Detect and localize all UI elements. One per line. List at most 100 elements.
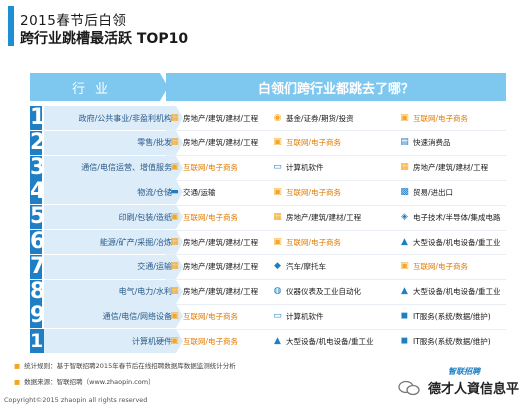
destination-1: ▦ 房地产/建筑/建材/工程 bbox=[170, 230, 258, 254]
destination-label: 房地产/建筑/建材/工程 bbox=[183, 262, 259, 272]
it-icon: ◼ bbox=[400, 335, 409, 346]
page-title-line2: 跨行业跳槽最活跃 TOP10 bbox=[20, 31, 189, 47]
row-arrow bbox=[176, 279, 183, 304]
industry-label: 物流/仓储 bbox=[44, 180, 176, 205]
destination-label: 房地产/建筑/建材/工程 bbox=[183, 113, 259, 123]
internet-icon: ▣ bbox=[273, 137, 282, 148]
page-title-line1: 2015春节后白领 bbox=[20, 13, 127, 29]
destination-label: 大型设备/机电设备/重工业 bbox=[413, 287, 501, 297]
copyright-text: Copyright©2015 zhaopin all rights reserv… bbox=[4, 396, 148, 404]
row-arrow bbox=[176, 205, 183, 230]
destination-1: ▣ 互联网/电子商务 bbox=[170, 156, 238, 180]
row-separator bbox=[166, 179, 506, 181]
instrument-icon: ◍ bbox=[273, 286, 282, 297]
destination-3: ▣ 互联网/电子商务 bbox=[400, 255, 468, 279]
destination-label: 电子技术/半导体/集成电路 bbox=[413, 212, 501, 222]
destination-label: 交通/运输 bbox=[183, 187, 216, 197]
destination-3: ◼ IT服务(系统/数据/维护) bbox=[400, 304, 491, 328]
destination-2: ▭ 计算机软件 bbox=[273, 304, 323, 328]
destination-1: ▣ 互联网/电子商务 bbox=[170, 304, 238, 328]
destination-label: 互联网/电子商务 bbox=[413, 113, 469, 123]
building-icon: ▦ bbox=[170, 236, 179, 247]
building-icon: ▦ bbox=[170, 261, 179, 272]
car-icon: ◆ bbox=[274, 261, 281, 272]
row-arrow bbox=[176, 106, 183, 130]
destination-1: ▦ 房地产/建筑/建材/工程 bbox=[170, 106, 258, 130]
internet-icon: ▣ bbox=[273, 236, 282, 247]
note-source: ■ 数据来源：智联招聘（www.zhaopin.com） bbox=[14, 378, 155, 386]
destination-3: ◼ IT服务(系统/数据/维护) bbox=[400, 329, 491, 353]
wechat-icon bbox=[398, 380, 420, 396]
destination-label: 房地产/建筑/建材/工程 bbox=[183, 287, 259, 297]
destination-1: ▣ 互联网/电子商务 bbox=[170, 329, 238, 353]
row-arrow bbox=[176, 230, 183, 254]
destination-label: IT服务(系统/数据/维护) bbox=[413, 311, 491, 321]
destination-label: 房地产/建筑/建材/工程 bbox=[183, 138, 259, 148]
destination-2: ▲ 大型设备/机电设备/重工业 bbox=[273, 329, 374, 353]
chip-icon: ◈ bbox=[401, 211, 408, 222]
industry-label: 通信/电信/网络设备 bbox=[44, 304, 176, 329]
destination-2: ◉ 基金/证券/期货/投资 bbox=[273, 106, 354, 130]
building-icon: ▦ bbox=[400, 162, 409, 173]
table-row: 6 能源/矿产/采掘/冶炼 ▦ 房地产/建筑/建材/工程 ▣ 互联网/电子商务 ▲ 大型设备/… bbox=[30, 230, 520, 254]
row-separator bbox=[166, 155, 506, 157]
industry-label: 电气/电力/水利 bbox=[44, 279, 176, 304]
building-icon: ▦ bbox=[170, 286, 179, 297]
industry-label: 计算机硬件 bbox=[44, 329, 176, 354]
table-row: 8 电气/电力/水利 ▦ 房地产/建筑/建材/工程 ◍ 仪器仪表及工业自动化 ▲ 大型设备/机… bbox=[30, 279, 520, 304]
rank-number: 3 bbox=[30, 154, 46, 180]
destination-2: ▦ 房地产/建筑/建材/工程 bbox=[273, 205, 361, 229]
row-arrow bbox=[176, 180, 183, 205]
row-separator bbox=[166, 303, 506, 305]
destination-3: ◈ 电子技术/半导体/集成电路 bbox=[400, 205, 501, 229]
rank-number: 7 bbox=[30, 253, 46, 279]
destination-2: ▭ 计算机软件 bbox=[273, 156, 324, 180]
computer-icon: ▭ bbox=[273, 162, 282, 173]
row-arrow bbox=[176, 304, 183, 329]
trade-icon: ▩ bbox=[400, 186, 409, 197]
industry-column-header: 行业 bbox=[30, 73, 160, 101]
table-row: 4 物流/仓储 ▬ 交通/运输 ▣ 互联网/电子商务 ▩ 贸易/进出口 bbox=[30, 180, 520, 205]
destination-label: 房地产/建筑/建材/工程 bbox=[183, 237, 259, 247]
it-icon: ◼ bbox=[400, 310, 409, 321]
watermark-text: 德才人資信息平台 bbox=[428, 382, 520, 397]
row-separator bbox=[166, 204, 506, 206]
crane-icon: ▲ bbox=[401, 236, 408, 247]
destination-label: 大型设备/机电设备/重工业 bbox=[413, 237, 501, 247]
table-row: 1 政府/公共事业/非盈利机构 ▦ 房地产/建筑/建材/工程 ◉ 基金/证券/期货/投资 ▣… bbox=[30, 106, 520, 130]
table-row: 3 通信/电信运营、增值服务 ▣ 互联网/电子商务 ▭ 计算机软件 ▦ 房地产/建筑/建材/工… bbox=[30, 154, 520, 180]
industry-label: 能源/矿产/采掘/冶炼 bbox=[44, 230, 176, 254]
row-arrow bbox=[176, 155, 183, 180]
rank-number: 1 bbox=[30, 105, 46, 130]
destination-3: ▦ 房地产/建筑/建材/工程 bbox=[400, 156, 488, 180]
destination-label: 计算机软件 bbox=[286, 163, 324, 173]
destination-label: 快速消费品 bbox=[413, 138, 451, 148]
destination-label: 互联网/电子商务 bbox=[286, 138, 342, 148]
destination-3: ▩ 贸易/进出口 bbox=[400, 180, 453, 204]
row-separator bbox=[166, 130, 506, 132]
row-separator bbox=[166, 328, 506, 330]
note-rule: ■ 统计规则：基于智联招聘2015年春节后在线招聘数据库数据监测统计分析 bbox=[14, 362, 236, 370]
rank-number: 2 bbox=[30, 129, 46, 155]
row-separator bbox=[166, 254, 506, 256]
destination-label: 互联网/电子商务 bbox=[183, 311, 239, 321]
destination-3: ▤ 快速消费品 bbox=[400, 131, 451, 155]
shopping-bag-icon: ▤ bbox=[400, 137, 409, 148]
destination-label: 互联网/电子商务 bbox=[183, 212, 239, 222]
destination-1: ▦ 房地产/建筑/建材/工程 bbox=[170, 280, 258, 304]
row-arrow bbox=[176, 130, 183, 155]
table-row: 9 通信/电信/网络设备 ▣ 互联网/电子商务 ▭ 计算机软件 ◼ IT服务(系统/数据/维护… bbox=[30, 304, 520, 329]
internet-icon: ▣ bbox=[170, 335, 179, 346]
internet-icon: ▣ bbox=[400, 261, 409, 272]
internet-icon: ▣ bbox=[170, 211, 179, 222]
internet-icon: ▣ bbox=[400, 112, 409, 123]
internet-icon: ▣ bbox=[273, 186, 282, 197]
building-icon: ▦ bbox=[273, 211, 282, 222]
truck-icon: ▬ bbox=[170, 186, 179, 197]
industry-label: 零售/批发 bbox=[44, 130, 176, 155]
computer-icon: ▭ bbox=[273, 310, 282, 321]
destination-label: IT服务(系统/数据/维护) bbox=[413, 336, 491, 346]
table-row: 5 印刷/包装/造纸 ▣ 互联网/电子商务 ▦ 房地产/建筑/建材/工程 ◈ 电子技术/半导体… bbox=[30, 205, 520, 230]
table-row: 7 交通/运输 ▦ 房地产/建筑/建材/工程 ◆ 汽车/摩托车 ▣ 互联网/电子商务 bbox=[30, 253, 520, 279]
industry-label: 政府/公共事业/非盈利机构 bbox=[44, 106, 176, 130]
